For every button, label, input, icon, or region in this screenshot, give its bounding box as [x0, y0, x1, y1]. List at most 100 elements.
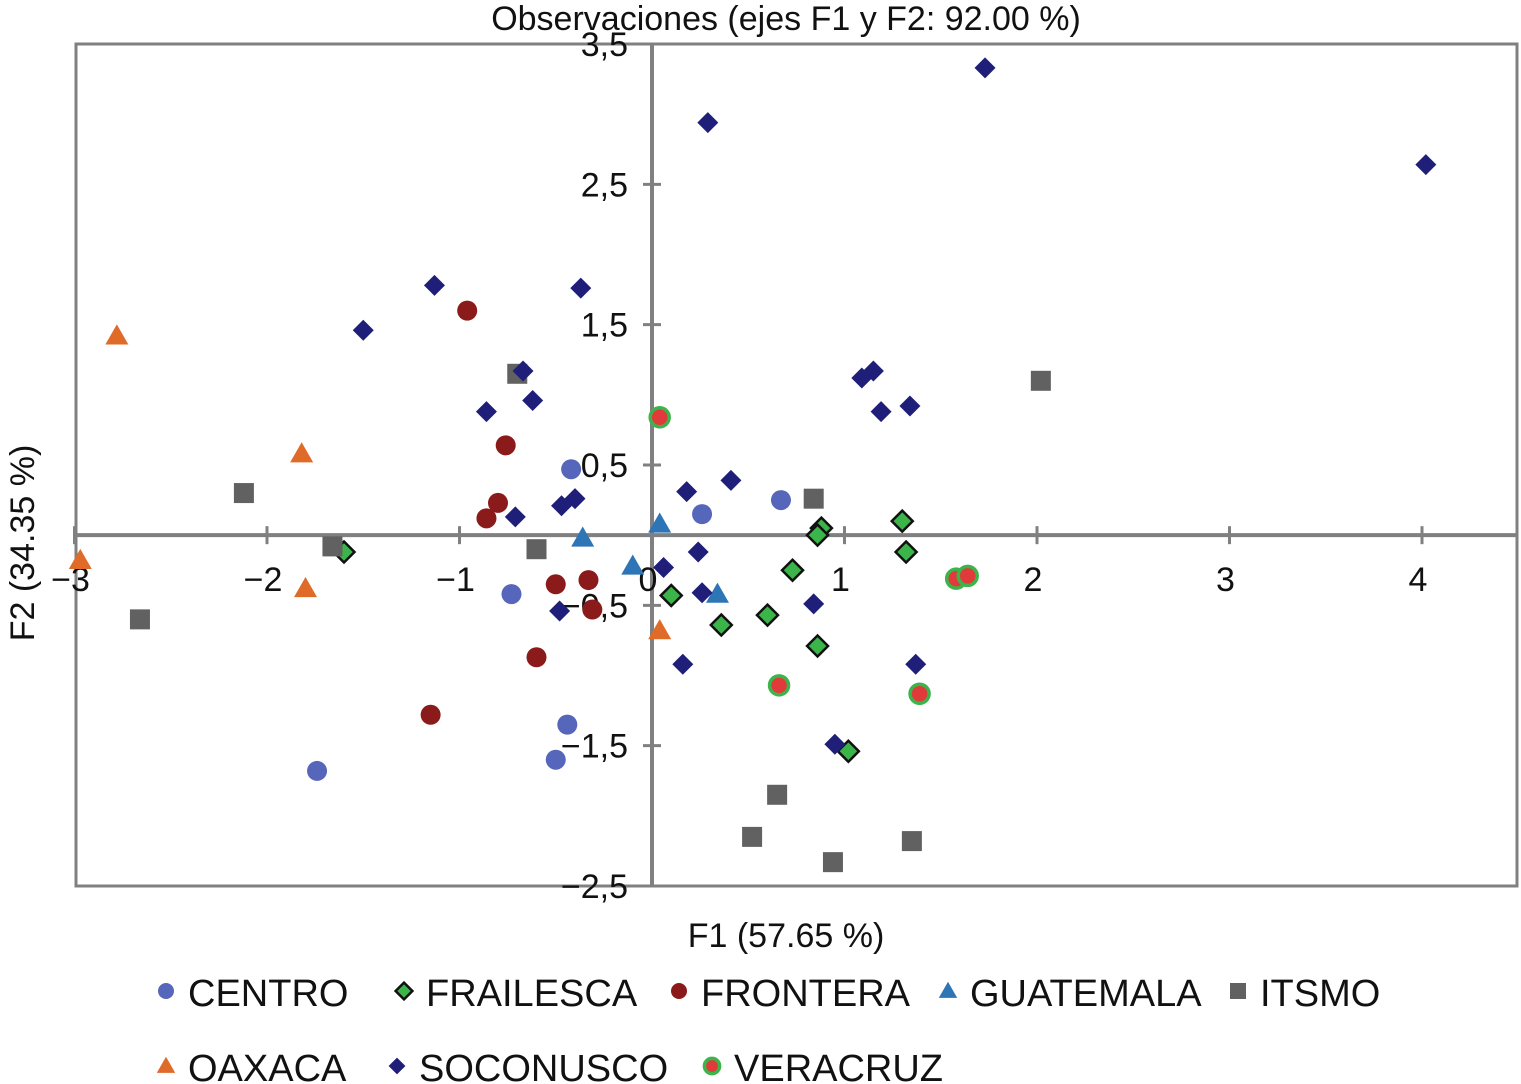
point-veracruz — [648, 406, 671, 429]
point-soconusco — [974, 57, 996, 79]
point-itsmo — [526, 539, 547, 560]
point-frontera — [457, 300, 478, 321]
point-guatemala — [621, 554, 645, 575]
x-tick-label: 2 — [1024, 561, 1043, 599]
legend: CENTRO FRAILESCA FRONTERA GUATEMALA ITSMO OAX… — [156, 973, 1380, 1084]
point-frontera — [495, 435, 516, 456]
legend-label-oaxaca: OAXACA — [188, 1048, 347, 1084]
legend-marker-frailesca — [393, 980, 415, 1002]
point-frailesca — [805, 522, 830, 548]
point-centro — [561, 459, 582, 480]
point-soconusco — [803, 593, 825, 615]
legend-label-veracruz: VERACRUZ — [734, 1048, 943, 1084]
point-soconusco — [1415, 154, 1437, 176]
point-frailesca — [893, 539, 919, 565]
y-tick-label: −2,5 — [561, 868, 628, 906]
point-itsmo — [767, 784, 788, 805]
point-frontera — [545, 574, 566, 595]
point-soconusco — [905, 653, 927, 675]
legend-marker-oaxaca — [156, 1056, 176, 1073]
point-soconusco — [672, 653, 694, 675]
legend-label-frontera: FRONTERA — [701, 973, 911, 1015]
legend-marker-centro — [158, 983, 174, 999]
point-soconusco — [870, 401, 892, 423]
point-frailesca — [658, 583, 684, 608]
point-frailesca — [755, 602, 780, 628]
x-axis-label: F1 (57.65 %) — [688, 917, 885, 955]
point-frailesca — [805, 633, 830, 659]
legend-marker-itsmo — [1230, 983, 1246, 999]
point-guatemala — [648, 512, 672, 533]
y-tick-label: 1,5 — [581, 307, 628, 345]
point-centro — [545, 749, 566, 770]
point-soconusco — [697, 112, 719, 134]
plot-area-frame — [74, 42, 1519, 888]
legend-label-frailesca: FRAILESCA — [426, 973, 638, 1015]
point-frontera — [488, 492, 508, 513]
point-frontera — [582, 599, 603, 620]
x-tick-label: 3 — [1216, 561, 1235, 599]
point-soconusco — [504, 506, 526, 528]
y-tick-label: 3,5 — [581, 26, 628, 64]
point-itsmo — [1030, 370, 1051, 391]
x-tick-label: 0 — [639, 561, 658, 599]
point-soconusco — [653, 556, 675, 578]
legend-label-centro: CENTRO — [188, 973, 348, 1015]
point-centro — [770, 490, 791, 511]
point-frontera — [578, 570, 599, 591]
chart-title: Observaciones (ejes F1 y F2: 92.00 %) — [491, 0, 1081, 38]
x-tick-label: 1 — [831, 561, 850, 599]
point-frailesca — [780, 557, 805, 583]
point-soconusco — [512, 360, 534, 382]
x-tick-label: −2 — [244, 561, 283, 599]
legend-label-soconusco: SOCONUSCO — [419, 1048, 668, 1084]
point-frontera — [420, 704, 441, 725]
point-guatemala — [705, 582, 729, 603]
point-oaxaca — [648, 619, 672, 640]
point-soconusco — [551, 495, 573, 517]
x-tick-label: 4 — [1409, 561, 1428, 599]
legend-marker-frontera — [671, 983, 687, 999]
y-tick-label: 2,5 — [581, 166, 628, 204]
point-oaxaca — [290, 442, 314, 463]
point-soconusco — [475, 401, 497, 423]
point-soconusco — [352, 319, 374, 341]
y-tick-label: −1,5 — [561, 728, 628, 766]
point-soconusco — [423, 274, 445, 296]
point-itsmo — [233, 483, 254, 504]
point-frontera — [526, 647, 547, 668]
legend-marker-guatemala — [938, 981, 958, 998]
point-oaxaca — [294, 576, 317, 598]
point-veracruz — [908, 682, 931, 705]
legend-marker-veracruz — [702, 1056, 722, 1076]
point-soconusco — [691, 582, 713, 604]
point-frailesca — [709, 612, 734, 638]
y-axis-label: F2 (34.35 %) — [4, 445, 42, 642]
point-soconusco — [676, 481, 698, 503]
point-veracruz — [767, 674, 791, 697]
x-tick-label: −1 — [436, 561, 475, 599]
legend-label-itsmo: ITSMO — [1260, 973, 1380, 1015]
point-guatemala — [571, 526, 595, 547]
y-tick-label: 0,5 — [581, 447, 628, 485]
point-soconusco — [824, 733, 846, 755]
point-itsmo — [742, 826, 763, 847]
data-points — [68, 57, 1437, 873]
point-itsmo — [901, 831, 922, 852]
point-soconusco — [570, 277, 592, 299]
point-soconusco — [687, 541, 709, 563]
point-frontera — [476, 508, 497, 529]
point-soconusco — [549, 600, 571, 622]
point-soconusco — [522, 389, 544, 411]
point-centro — [307, 760, 328, 781]
point-soconusco — [720, 469, 742, 491]
point-itsmo — [129, 609, 150, 630]
point-frailesca — [889, 508, 915, 534]
legend-label-guatemala: GUATEMALA — [970, 973, 1202, 1015]
axes-layer — [73, 42, 1517, 888]
point-itsmo — [803, 488, 824, 509]
point-soconusco — [899, 395, 921, 417]
point-centro — [501, 584, 522, 605]
